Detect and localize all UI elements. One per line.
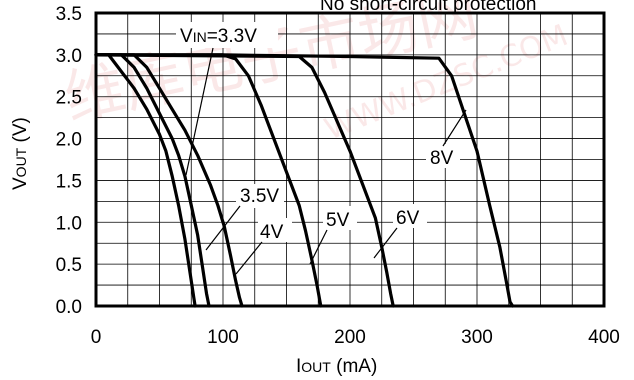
x-tick-label: 300	[461, 327, 493, 348]
y-axis-label: VOUT (V)	[10, 117, 31, 190]
x-axis-label: IOUT (mA)	[296, 356, 377, 377]
label-6v: 6V	[396, 208, 420, 229]
series-line-3.5v	[94, 53, 211, 308]
y-tick-label: 2.5	[56, 88, 82, 109]
leader-8v	[442, 109, 467, 147]
x-tick-label: 200	[334, 327, 366, 348]
label-5v: 5V	[326, 210, 350, 231]
leader-5v	[309, 229, 328, 265]
series-line-6v	[94, 53, 395, 308]
x-tick-label: 100	[207, 327, 239, 348]
series-line-vin-3.3v	[94, 53, 197, 308]
plot-frame	[94, 11, 606, 308]
y-tick-label: 0.0	[56, 297, 82, 318]
series-lines	[94, 53, 515, 308]
y-tick-labels: 0.0 0.5 1.0 1.5 2.0 2.5 3.0 3.5	[56, 4, 82, 318]
leader-6v	[373, 227, 398, 259]
y-tick-label: 2.0	[56, 130, 82, 151]
watermark-cjk: 维库电子市场网	[59, 0, 484, 135]
series-line-8v	[94, 53, 515, 308]
label-vin-3.3v: VIN=3.3V	[180, 26, 257, 47]
y-tick-label: 1.5	[56, 171, 82, 192]
annotation-text: No short-circuit protection	[320, 0, 536, 15]
leader-3.5v	[205, 205, 241, 251]
x-tick-label: 0	[91, 327, 102, 348]
y-tick-label: 0.5	[56, 255, 82, 276]
x-tick-labels: 0 100 200 300 400	[91, 327, 620, 348]
curve-labels: VIN=3.3V 3.5V 4V 5V 6V 8V	[176, 22, 467, 275]
label-8v: 8V	[430, 148, 454, 169]
label-3.5v: 3.5V	[240, 186, 279, 207]
leader-4v	[235, 241, 263, 275]
leader-3.3v	[185, 47, 214, 176]
label-4v: 4V	[260, 222, 284, 243]
x-tick-label: 400	[588, 327, 620, 348]
series-line-5v	[94, 53, 323, 308]
y-tick-label: 3.0	[56, 46, 82, 67]
y-tick-label: 1.0	[56, 213, 82, 234]
y-tick-label: 3.5	[56, 4, 82, 25]
series-line-4v	[94, 53, 244, 308]
